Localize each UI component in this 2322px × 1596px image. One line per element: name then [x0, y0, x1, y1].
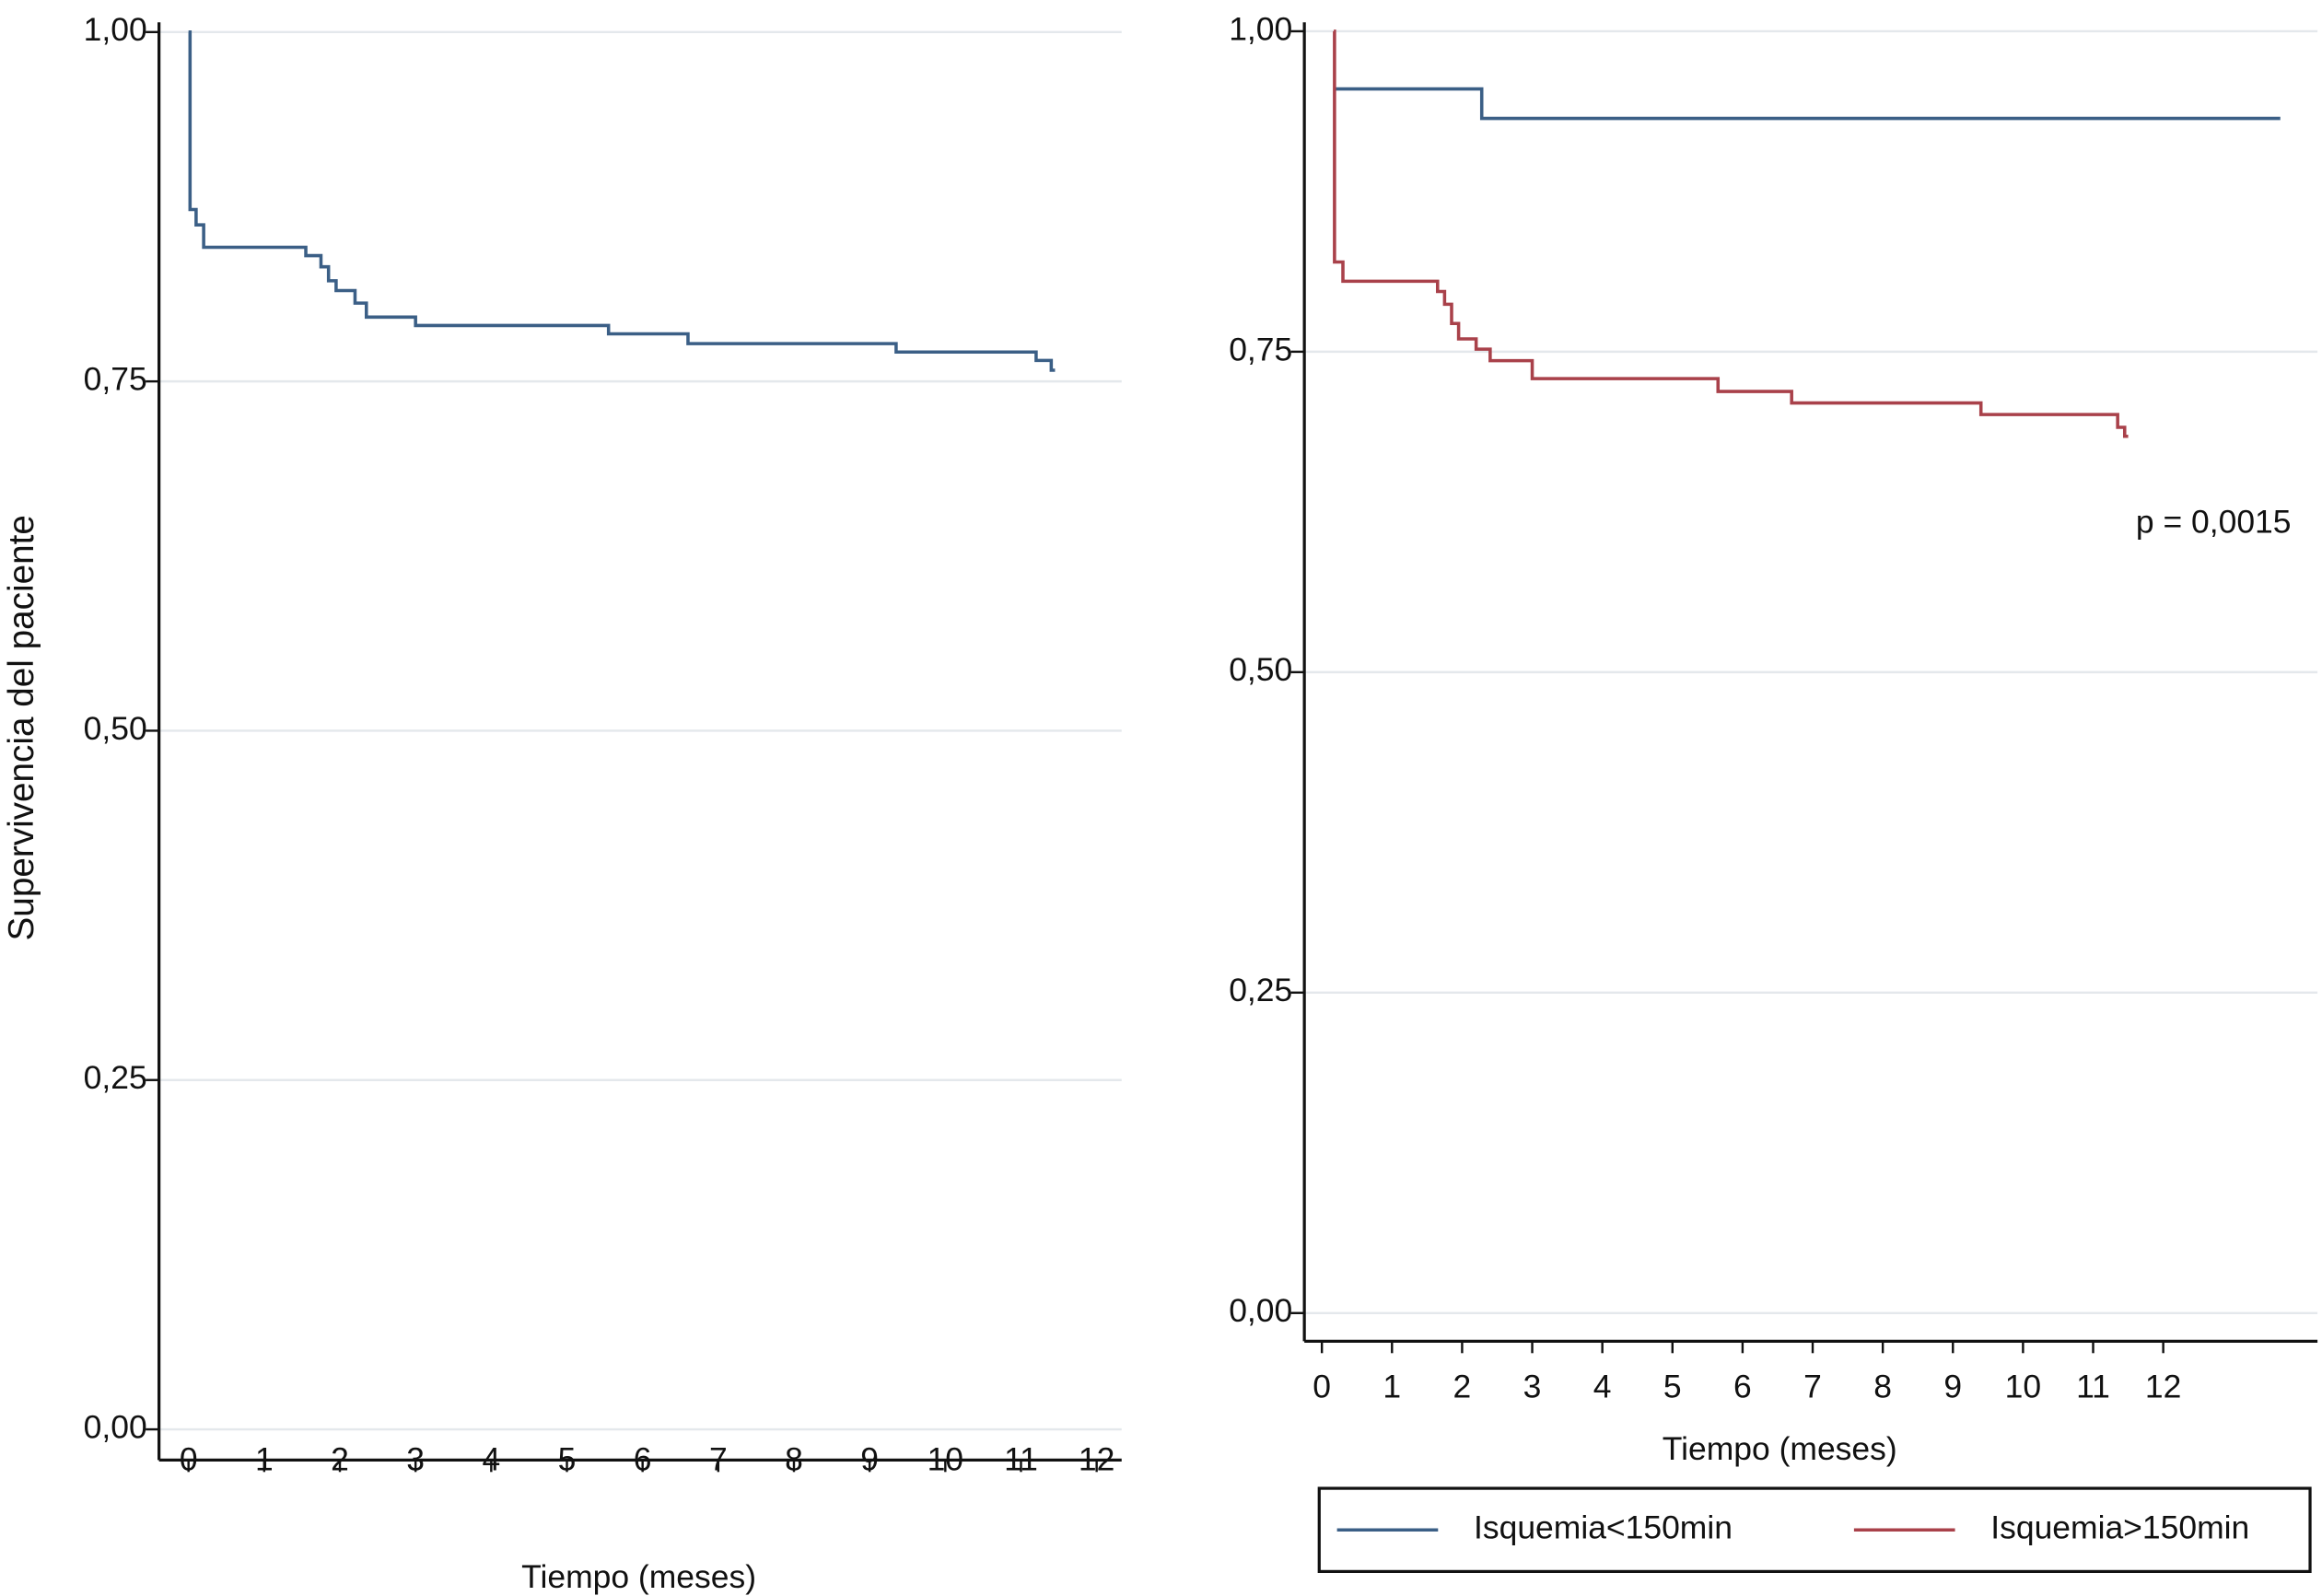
y-tick-label: 0,25	[84, 1059, 147, 1096]
x-tick-label: 8	[1873, 1368, 1892, 1404]
annotation: p = 0,0015	[2136, 504, 2292, 541]
legend-label: Isquemia>150min	[1990, 1509, 2249, 1546]
legend-box	[1317, 1486, 2312, 1574]
y-tick-label: 1,00	[1229, 10, 1292, 47]
x-axis-title: Tiempo (meses)	[521, 1558, 756, 1595]
y-tick-label: 0,75	[1229, 331, 1292, 367]
x-tick-label: 0	[1313, 1368, 1331, 1404]
legend-label: Isquemia<150min	[1474, 1509, 1733, 1546]
x-tick-label: 3	[1523, 1368, 1542, 1404]
survival-line	[1334, 87, 2281, 121]
y-axis-title: Supervivencia del paciente	[2, 515, 41, 940]
y-tick-label: 0,00	[1229, 1292, 1292, 1329]
y-tick-label: 0,00	[84, 1408, 147, 1445]
y-tick-label: 0,75	[84, 360, 147, 397]
x-tick-label: 4	[1593, 1368, 1612, 1404]
survival-line	[1333, 29, 2129, 438]
x-tick-label: 11	[2076, 1368, 2110, 1404]
x-tick-label: 2	[1453, 1368, 1472, 1404]
x-tick-label: 10	[2005, 1368, 2041, 1404]
survival-line	[188, 30, 1056, 372]
x-tick-label: 6	[1733, 1368, 1752, 1404]
x-tick-label: 5	[1663, 1368, 1682, 1404]
x-tick-label: 12	[2145, 1368, 2181, 1404]
x-tick-label: 7	[1803, 1368, 1822, 1404]
y-tick-label: 0,50	[84, 710, 147, 747]
y-tick-label: 0,25	[1229, 972, 1292, 1008]
y-tick-label: 0,50	[1229, 651, 1292, 688]
x-tick-label: 1	[1383, 1368, 1401, 1404]
x-tick-label: 9	[1943, 1368, 1962, 1404]
y-tick-label: 1,00	[84, 11, 147, 48]
x-axis-title: Tiempo (meses)	[1663, 1430, 1897, 1467]
